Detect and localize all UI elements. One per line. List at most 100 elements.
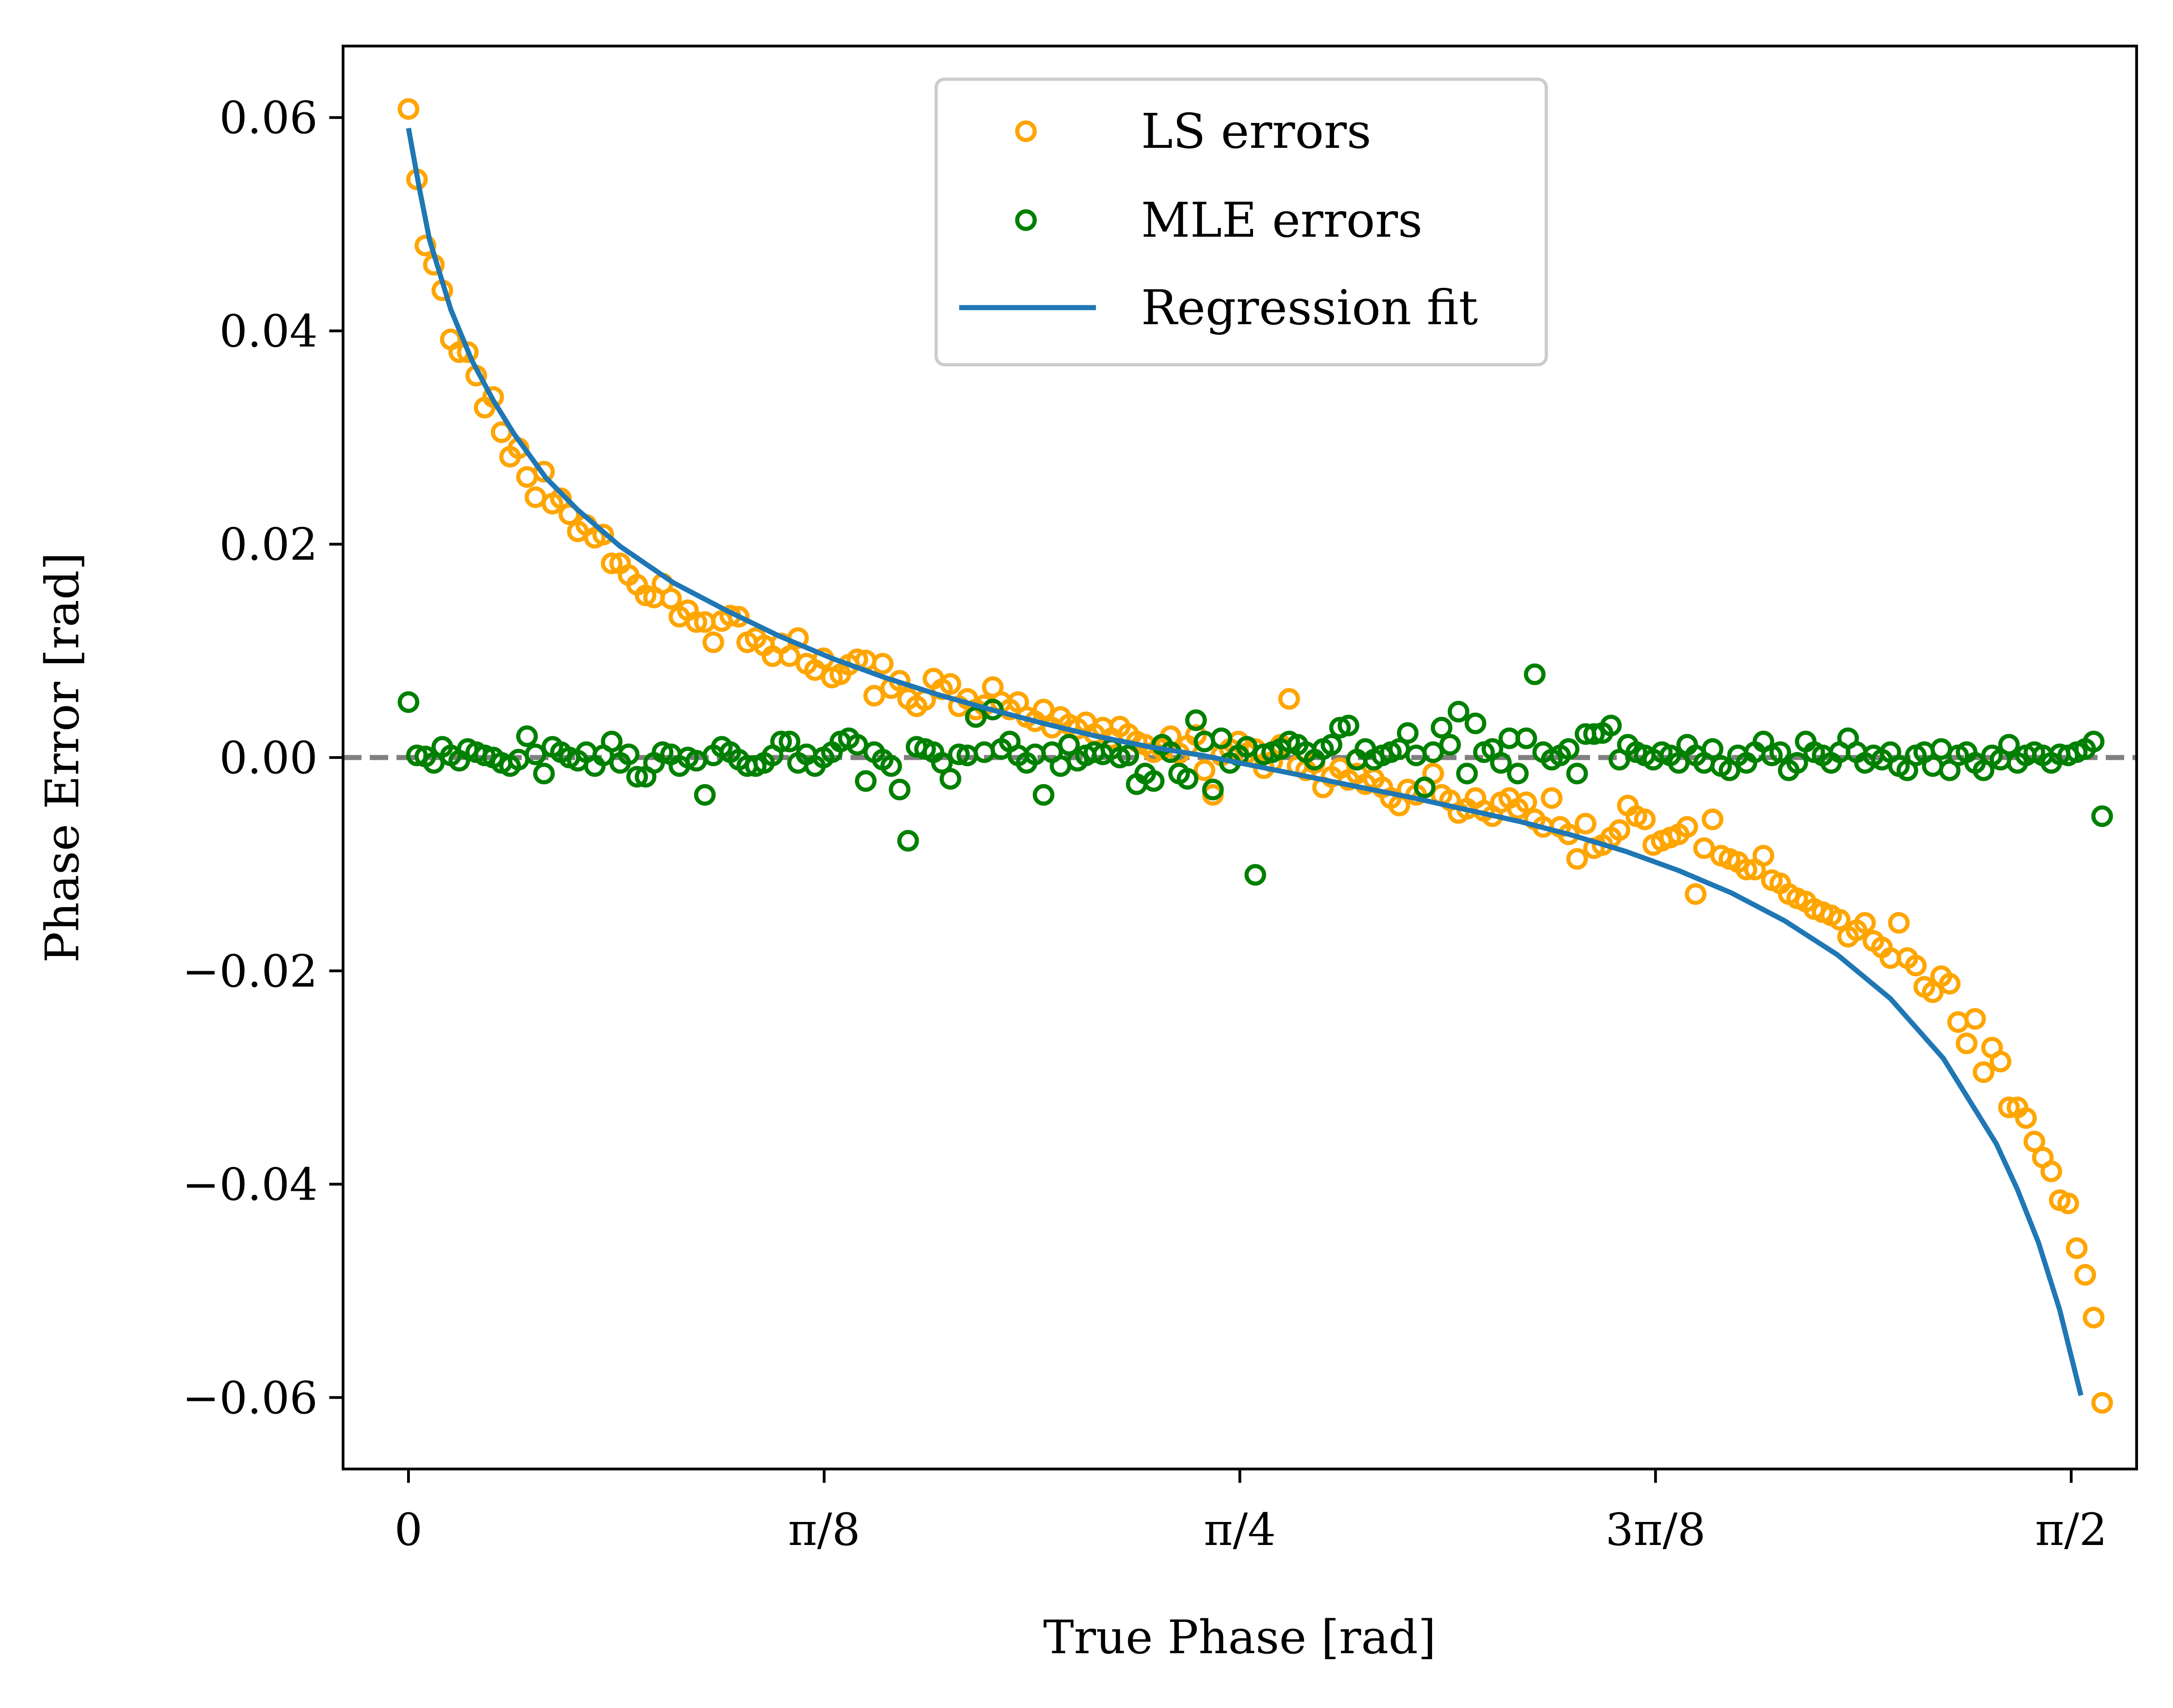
data-point — [1194, 759, 1216, 781]
data-point — [1032, 784, 1054, 806]
data-point — [1278, 688, 1300, 710]
data-point — [1634, 808, 1656, 830]
data-point — [406, 744, 428, 766]
data-point — [779, 645, 801, 667]
data-point — [1701, 808, 1724, 830]
data-point — [2083, 1306, 2105, 1329]
y-tick-label: 0.04 — [219, 305, 318, 357]
data-point — [1956, 1032, 1978, 1055]
data-point — [1998, 734, 2020, 756]
x-tick-label: 0 — [395, 1504, 423, 1556]
legend: LS errors MLE errors Regression fit — [934, 77, 1548, 367]
data-point — [2040, 1160, 2062, 1183]
data-point — [1439, 734, 1461, 756]
legend-entry-label: Regression fit — [1141, 280, 1478, 336]
legend-entry-label: LS errors — [1141, 103, 1371, 159]
data-point — [694, 784, 716, 806]
data-point — [1684, 883, 1707, 905]
data-point — [2091, 805, 2113, 827]
data-point — [1447, 700, 1469, 723]
data-point — [1058, 734, 1080, 756]
data-point — [2023, 1131, 2045, 1153]
data-point — [2083, 730, 2105, 752]
series-1 — [397, 663, 2113, 886]
data-point — [1422, 741, 1444, 763]
data-point — [397, 98, 419, 120]
data-point — [779, 730, 801, 752]
data-point — [880, 755, 902, 777]
data-point — [1211, 727, 1232, 749]
data-point — [1337, 715, 1359, 736]
data-point — [685, 611, 707, 633]
data-point — [1736, 858, 1758, 880]
data-point — [1574, 813, 1596, 835]
data-point — [1676, 816, 1698, 838]
legend-entry-label: MLE errors — [1141, 192, 1422, 248]
data-point — [1566, 848, 1588, 870]
data-point — [1032, 699, 1054, 721]
data-point — [1321, 734, 1343, 756]
data-point — [863, 685, 885, 707]
data-point — [1456, 763, 1478, 785]
data-point — [1693, 837, 1715, 859]
data-point — [2057, 1192, 2079, 1214]
data-point — [1142, 770, 1165, 792]
data-point — [660, 588, 682, 610]
data-point — [457, 341, 479, 363]
data-point — [1608, 819, 1631, 841]
data-point — [1464, 712, 1486, 734]
data-point — [1888, 912, 1910, 934]
data-point — [1177, 768, 1199, 790]
y-tick-label: 0.06 — [219, 92, 318, 144]
data-point — [889, 779, 911, 800]
data-point — [592, 524, 614, 546]
data-point — [1701, 738, 1724, 760]
data-point — [1414, 776, 1436, 799]
data-point — [965, 706, 987, 728]
data-point — [1998, 1096, 2020, 1119]
data-point — [1769, 741, 1791, 763]
y-tick-label: 0.02 — [219, 519, 318, 571]
data-point — [533, 461, 555, 483]
data-point — [2066, 1237, 2088, 1259]
data-point — [2015, 1107, 2037, 1129]
data-point — [770, 730, 792, 752]
data-point — [931, 752, 953, 774]
data-point — [1905, 955, 1927, 977]
data-point — [516, 725, 538, 747]
data-point — [1515, 791, 1537, 813]
y-axis: 0.06 0.04 0.02 0.00 −0.02 −0.04 −0.06 — [182, 92, 343, 1424]
x-tick-label: π/4 — [1204, 1504, 1276, 1556]
data-point — [423, 752, 445, 774]
data-point — [1989, 1050, 2011, 1073]
legend-marker — [1015, 120, 1037, 142]
y-tick-label: 0.00 — [219, 732, 318, 784]
data-point — [2091, 1392, 2113, 1414]
data-point — [1524, 663, 1546, 685]
data-point — [939, 673, 961, 695]
data-point — [600, 552, 623, 574]
data-point — [618, 743, 640, 765]
data-point — [1202, 779, 1224, 800]
data-point — [1922, 981, 1944, 1003]
data-point — [2074, 1264, 2096, 1286]
data-point — [626, 766, 648, 788]
data-point — [1558, 738, 1579, 760]
data-point — [872, 653, 894, 675]
x-tick-label: π/2 — [2035, 1504, 2108, 1556]
data-point — [397, 691, 419, 713]
legend-marker — [1015, 209, 1037, 231]
data-point — [1541, 787, 1563, 809]
data-point — [1490, 752, 1512, 774]
data-point — [1397, 722, 1419, 744]
data-point — [728, 606, 750, 628]
x-axis-label: True Phase [rad] — [1043, 1610, 1436, 1664]
data-point — [1600, 715, 1622, 736]
data-point — [1566, 763, 1588, 785]
y-tick-label: −0.04 — [182, 1159, 318, 1211]
data-point — [1668, 752, 1690, 774]
plot-marks — [343, 98, 2137, 1414]
data-point — [1854, 912, 1876, 934]
data-point — [1964, 1008, 1986, 1030]
